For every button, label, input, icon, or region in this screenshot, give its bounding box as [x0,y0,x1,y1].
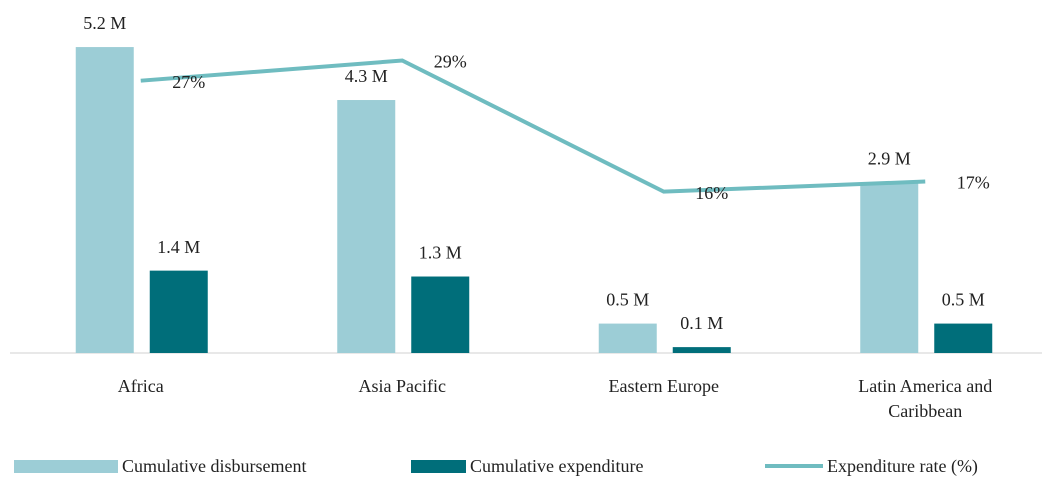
legend-swatch [411,459,466,473]
legend-item: Cumulative expenditure [411,454,643,477]
bar [337,100,396,354]
x-tick-label: Eastern Europe [608,376,719,396]
data-label: 0.5 M [942,290,985,310]
bar [934,323,993,353]
x-tick-label: Asia Pacific [358,376,446,396]
legend-swatch [765,464,823,468]
data-label: 4.3 M [345,66,388,86]
legend-swatch [14,459,118,473]
line [140,58,926,194]
bar [75,47,134,354]
bar [411,276,470,353]
data-label: 1.4 M [157,237,200,257]
data-label: 0.1 M [680,313,723,333]
x-tick-label: Latin America and Caribbean [858,376,993,421]
legend-label: Cumulative expenditure [470,455,644,476]
legend-item: Expenditure rate (%) [765,454,978,477]
data-label: 29% [434,52,467,72]
bar [860,182,919,353]
legend-item: Cumulative disbursement [14,454,306,477]
data-label: 27% [172,72,205,92]
legend-label: Cumulative disbursement [122,455,307,476]
plot-area: 5.2 M 4.3 M 0.5 M 2.9 M 1.4 M 1.3 M 0.1 M 0.5 M… [10,13,1042,354]
bar [598,323,657,353]
legend-label: Expenditure rate (%) [827,455,978,476]
x-tick-label: Africa [117,376,164,396]
data-label: 17% [957,173,990,193]
data-label: 16% [695,183,728,203]
data-label: 2.9 M [868,149,911,169]
data-label: 0.5 M [606,290,649,310]
data-label: 1.3 M [419,243,462,263]
data-label: 5.2 M [83,13,126,33]
bar [149,270,208,353]
bar [672,347,731,353]
